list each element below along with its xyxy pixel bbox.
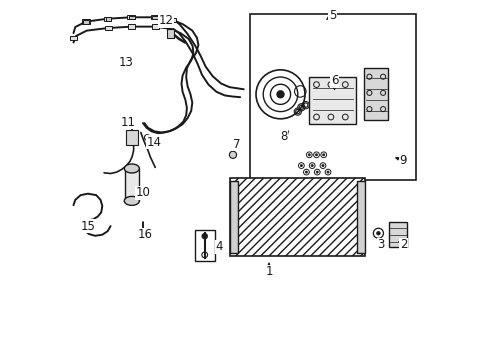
Bar [82,19,89,24]
Circle shape [315,154,317,156]
Circle shape [316,171,318,173]
Bar [70,36,77,40]
Text: 3: 3 [377,238,384,251]
Circle shape [307,154,310,156]
Circle shape [326,171,328,173]
Bar [105,17,111,21]
Bar [309,77,355,124]
Circle shape [276,91,284,98]
Bar [151,15,158,19]
Circle shape [202,233,207,239]
Circle shape [322,154,324,156]
Bar [128,24,135,29]
Bar [104,26,112,30]
Text: 8: 8 [280,130,287,143]
Text: 7: 7 [232,138,240,150]
Circle shape [229,151,236,158]
Text: 16: 16 [138,228,153,241]
Bar [194,230,214,261]
Circle shape [305,171,307,173]
Text: 10: 10 [135,186,150,199]
Text: 4: 4 [215,240,223,253]
Circle shape [376,231,380,235]
Bar [387,222,407,247]
Text: 6: 6 [330,75,338,87]
Text: 15: 15 [81,220,95,233]
Bar [151,24,159,29]
Text: 2: 2 [399,238,407,251]
Bar [168,18,176,22]
Circle shape [321,165,324,167]
Bar [363,68,387,120]
Bar [230,181,238,253]
Bar [129,16,134,19]
Bar [104,17,111,21]
Bar [356,181,365,253]
Bar [167,29,174,38]
Bar [83,20,89,24]
Text: 9: 9 [398,154,406,167]
Bar [127,15,134,19]
Text: 5: 5 [328,9,336,22]
Circle shape [310,165,313,167]
Ellipse shape [124,197,139,205]
Text: 11: 11 [121,116,136,129]
Text: 1: 1 [264,265,272,278]
Circle shape [300,165,302,167]
Bar [152,16,158,19]
Text: 14: 14 [146,136,161,149]
Bar [126,130,138,145]
Bar [249,14,415,180]
Bar [230,178,365,256]
Text: 13: 13 [119,57,134,69]
Ellipse shape [124,164,139,173]
Text: 12: 12 [158,14,173,27]
Bar [125,168,139,201]
